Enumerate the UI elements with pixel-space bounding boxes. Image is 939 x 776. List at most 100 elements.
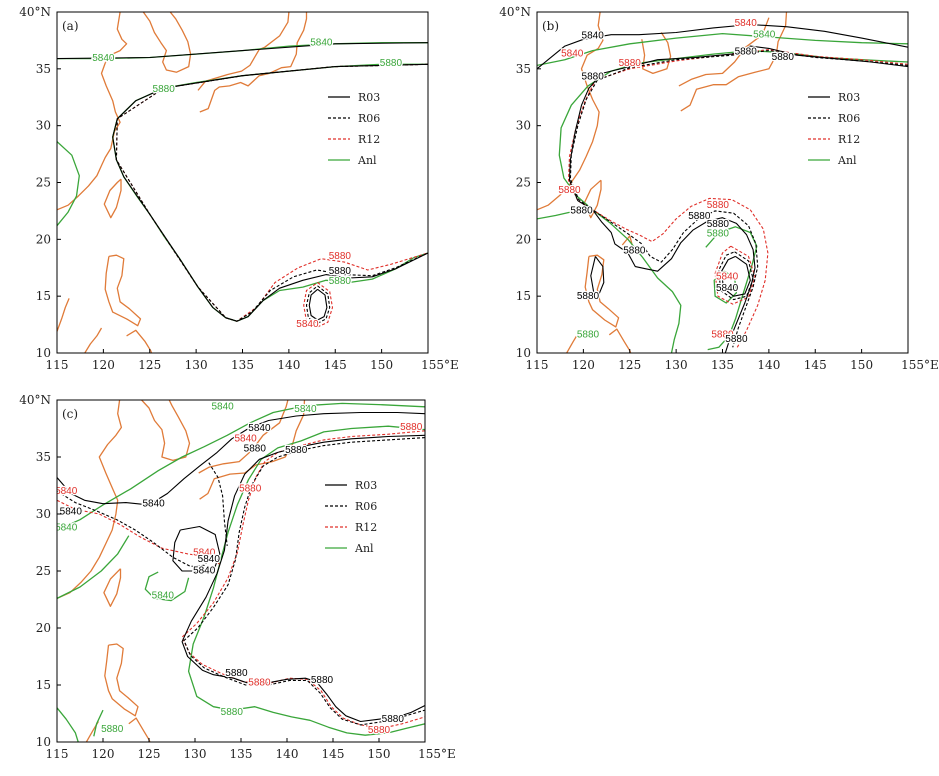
coastline [583, 179, 602, 219]
contour-label: 5880 [772, 52, 795, 63]
contour-label: 5840 [716, 271, 739, 282]
y-tick-label: 15 [36, 289, 51, 303]
legend-label: R03 [355, 479, 377, 492]
contour-label: 5840 [582, 31, 605, 42]
contour-label: 5880 [329, 276, 352, 287]
y-tick-label: 30 [516, 119, 531, 133]
x-tick-label: 145 [324, 358, 347, 372]
x-tick-label: 135 [711, 358, 734, 372]
contour-label: 5880 [707, 219, 730, 230]
coastline [142, 12, 192, 73]
contour-r03 [568, 45, 908, 353]
y-tick-label: 10 [36, 346, 51, 360]
y-tick-label: 15 [36, 678, 51, 692]
contour-label: 5840 [55, 486, 78, 497]
legend-label: R12 [355, 521, 377, 534]
contour-label: 5880 [368, 725, 391, 736]
contour-label: 5840 [248, 423, 271, 434]
contour-r06 [57, 490, 214, 567]
contour-label: 5880 [248, 677, 271, 688]
contour-label: 5840 [55, 522, 78, 533]
y-tick-label: 40°N [19, 5, 51, 19]
coastline [197, 12, 290, 91]
panel-label: (a) [62, 19, 79, 33]
contour-label: 5880 [688, 211, 711, 222]
y-tick-label: 20 [516, 232, 531, 246]
x-tick-label: 145 [322, 747, 345, 761]
panel-label: (b) [542, 19, 559, 33]
coastline [103, 178, 122, 219]
contour-label: 5880 [623, 245, 646, 256]
x-tick-label: 125 [138, 747, 161, 761]
x-tick-label: 130 [184, 747, 207, 761]
contour-anl [57, 402, 425, 531]
y-tick-label: 25 [36, 176, 51, 190]
map-background [537, 12, 908, 353]
y-tick-label: 40°N [19, 393, 51, 407]
legend-label: Anl [354, 542, 374, 555]
legend: R03 R06 R12 Anl [808, 91, 860, 167]
legend-label: R03 [838, 91, 860, 104]
contour-label: 5840 [211, 401, 234, 412]
contour-label: 5880 [329, 251, 352, 262]
contour-r03 [537, 23, 908, 70]
contour-label: 5880 [735, 46, 758, 57]
x-tick-label: 150 [850, 358, 873, 372]
contour-anl [57, 141, 80, 227]
contour-anl [144, 571, 190, 602]
contour-r06 [183, 437, 425, 726]
coastline [566, 332, 580, 353]
contour-label: 5880 [400, 422, 423, 433]
contour-label: 5840 [152, 591, 175, 602]
coastline [537, 12, 604, 211]
x-tick-label: 130 [665, 358, 688, 372]
contour-anl [705, 226, 758, 351]
legend-label: R06 [838, 112, 860, 125]
contour-label: 5840 [193, 566, 216, 577]
x-tick-label: 140 [276, 747, 299, 761]
contour-r03 [590, 256, 605, 295]
coastline [680, 12, 788, 112]
contour-label: 5880 [382, 714, 405, 725]
contour-anl [187, 425, 425, 736]
legend-label: R06 [358, 112, 380, 125]
x-tick-label: 155°E [418, 747, 456, 761]
contour-anl [713, 270, 738, 304]
legend-label: Anl [837, 154, 857, 167]
contour-label: 5840 [716, 283, 739, 294]
x-tick-label: 115 [526, 358, 549, 372]
panel-label: (c) [62, 407, 78, 421]
contour-label: 5880 [582, 71, 605, 82]
contour-label: 5840 [60, 506, 83, 517]
x-tick-label: 120 [92, 747, 115, 761]
contour-label: 5880 [101, 724, 124, 735]
x-tick-label: 155°E [421, 358, 459, 372]
legend-label: R12 [358, 133, 380, 146]
y-tick-label: 20 [36, 621, 51, 635]
contour-label: 5880 [619, 58, 642, 69]
contour-label: 5840 [735, 18, 758, 29]
contour-label: 5880 [711, 329, 734, 340]
contour-r06 [569, 50, 908, 348]
map-background [57, 400, 425, 742]
coastline [57, 298, 70, 332]
contour-label: 5840 [198, 554, 221, 565]
contour-r03 [57, 42, 428, 60]
contour-label: 5880 [285, 445, 308, 456]
contour-r06 [305, 285, 331, 324]
contour-r03 [57, 411, 425, 506]
contour-r03 [308, 288, 328, 321]
coastline [104, 254, 142, 327]
coastline [199, 12, 308, 113]
y-tick-label: 15 [516, 289, 531, 303]
coastline [104, 643, 139, 717]
contour-label: 5880 [570, 206, 593, 217]
contour-r03 [721, 255, 751, 297]
x-tick-label: 120 [572, 358, 595, 372]
contour-r03 [112, 63, 428, 322]
coastline [641, 32, 672, 75]
x-tick-label: 145 [804, 358, 827, 372]
y-tick-label: 35 [36, 450, 51, 464]
